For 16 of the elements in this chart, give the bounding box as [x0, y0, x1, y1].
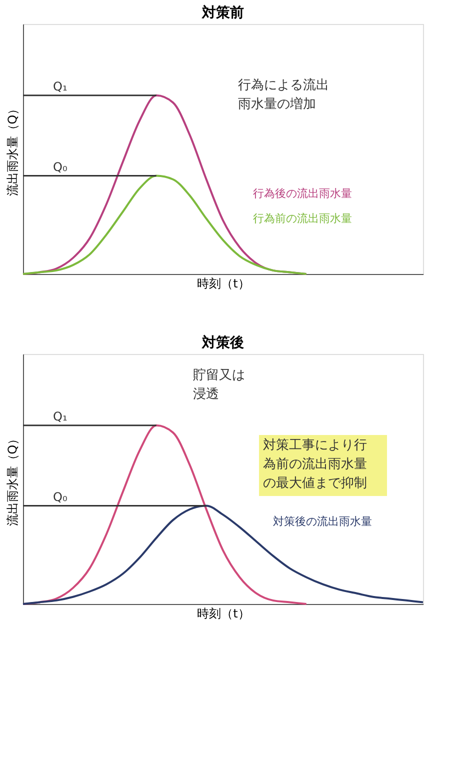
ref-line-label: Q₁ [53, 79, 68, 94]
ref-line-label: Q₀ [53, 160, 68, 174]
annotation: 対策工事により行為前の流出雨水量の最大値まで抑制 [263, 437, 367, 491]
ref-line-label: Q₁ [53, 409, 68, 424]
chart-title: 対策前 [201, 4, 244, 21]
chart-title: 対策後 [201, 334, 244, 351]
ref-line-label: Q₀ [53, 490, 68, 504]
text: 貯留又は浸透 [193, 368, 245, 402]
text: 行為前の流出雨水量 [253, 212, 352, 225]
y-axis-title: 流出雨水量（Q） [6, 432, 20, 526]
series-label: 対策後の流出雨水量 [273, 515, 372, 528]
x-axis-title: 時刻（t） [197, 606, 250, 620]
x-axis-title: 時刻（t） [197, 276, 250, 290]
text: 行為後の流出雨水量 [253, 187, 352, 200]
annotation: 行為による流出雨水量の増加 [238, 77, 329, 112]
y-axis-title: 流出雨水量（Q） [6, 102, 20, 196]
